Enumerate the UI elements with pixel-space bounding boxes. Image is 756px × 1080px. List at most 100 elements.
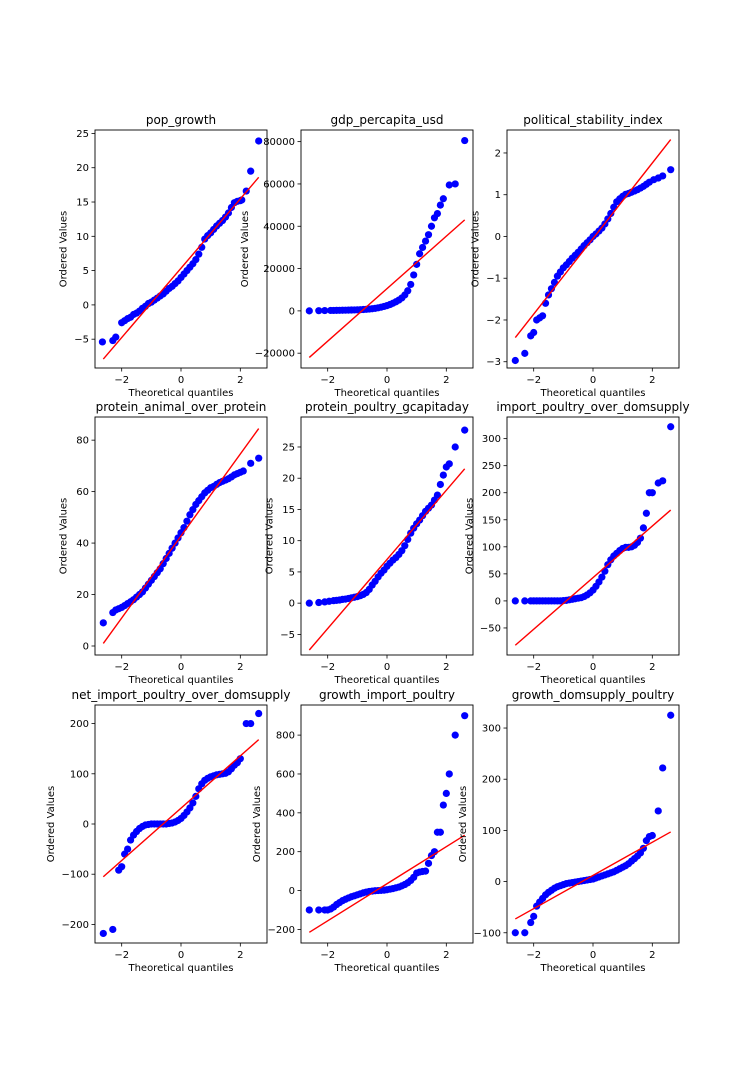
y-tick-label: 80 bbox=[76, 436, 89, 447]
x-axis-label: Theoretical quantiles bbox=[127, 675, 233, 686]
data-point bbox=[461, 712, 469, 720]
data-point bbox=[401, 542, 409, 550]
y-tick-label: 50 bbox=[488, 569, 501, 580]
y-tick-label: −20000 bbox=[255, 349, 295, 360]
data-point bbox=[667, 423, 675, 431]
y-tick-label: 100 bbox=[482, 542, 501, 553]
chart-title: net_import_poultry_over_domsupply bbox=[72, 688, 291, 702]
qq-plot-pop_growth: −2 0 2 −5 0 5 10 15 20 25 pop_growth Theoretical qu… bbox=[59, 113, 268, 399]
y-tick-label: 25 bbox=[282, 442, 295, 453]
data-point bbox=[538, 312, 547, 320]
data-point bbox=[451, 443, 459, 451]
data-point bbox=[255, 137, 263, 145]
data-point bbox=[239, 467, 247, 475]
x-tick-label: 0 bbox=[590, 375, 596, 386]
data-point bbox=[436, 480, 444, 489]
data-layer bbox=[305, 426, 469, 651]
data-point bbox=[636, 534, 645, 542]
y-tick-label: 0 bbox=[289, 599, 295, 610]
y-axis-label: Ordered Values bbox=[46, 786, 57, 863]
x-tick-label: 0 bbox=[590, 662, 596, 673]
x-tick-label: −2 bbox=[114, 950, 129, 961]
data-point bbox=[305, 307, 313, 315]
qq-plot-gdp_percapita_usd: −2 0 2 −20000 0 20000 40000 60000 80000 gdp_perca… bbox=[240, 113, 474, 399]
fit-line bbox=[514, 139, 672, 338]
y-tick-label: −200 bbox=[268, 925, 295, 936]
data-point bbox=[247, 719, 255, 728]
data-layer bbox=[511, 711, 675, 937]
data-point bbox=[598, 573, 606, 581]
y-tick-label: 200 bbox=[70, 719, 89, 730]
data-point bbox=[410, 271, 418, 279]
data-point bbox=[607, 209, 615, 218]
y-tick-label: 2 bbox=[495, 148, 501, 159]
plot-area bbox=[95, 130, 267, 368]
y-axis-label: Ordered Values bbox=[265, 498, 276, 575]
y-tick-label: 40 bbox=[76, 539, 89, 550]
y-tick-label: 20 bbox=[282, 474, 295, 485]
data-point bbox=[424, 231, 433, 239]
chart-title: protein_animal_over_protein bbox=[96, 400, 267, 414]
data-point bbox=[436, 828, 444, 836]
x-tick-label: 2 bbox=[649, 375, 655, 386]
fit-line bbox=[514, 831, 672, 920]
x-tick-label: 0 bbox=[384, 375, 390, 386]
y-tick-label: 20000 bbox=[263, 264, 295, 275]
y-tick-label: 0 bbox=[495, 232, 501, 243]
data-point bbox=[433, 491, 442, 499]
data-point bbox=[255, 709, 263, 718]
data-point bbox=[511, 597, 519, 605]
chart-title: political_stability_index bbox=[523, 113, 663, 127]
x-tick-label: 0 bbox=[178, 662, 184, 673]
chart-title: growth_import_poultry bbox=[319, 688, 455, 702]
y-tick-label: 600 bbox=[276, 769, 295, 780]
data-point bbox=[416, 250, 424, 258]
fit-line bbox=[102, 176, 260, 360]
y-axis-label: Ordered Values bbox=[59, 498, 70, 575]
qq-plot-political_stability_index: −2 0 2 −3 −2 −1 0 1 2 political_stability_index Th… bbox=[471, 113, 680, 399]
data-point bbox=[445, 770, 453, 778]
y-tick-label: 60000 bbox=[263, 179, 295, 190]
qq-plot-import_poultry_over_domsupply: −2 0 2 −50 0 50 100 150 200 250 300 import_poultry_… bbox=[464, 400, 689, 686]
data-point bbox=[648, 831, 656, 840]
x-tick-label: 0 bbox=[384, 662, 390, 673]
data-point bbox=[321, 306, 329, 315]
y-tick-label: −5 bbox=[74, 335, 89, 346]
y-tick-label: 10 bbox=[76, 232, 89, 243]
y-tick-label: 100 bbox=[70, 769, 89, 780]
y-tick-label: 0 bbox=[83, 820, 89, 831]
x-tick-label: −2 bbox=[526, 375, 541, 386]
y-tick-label: 5 bbox=[289, 567, 295, 578]
chart-title: growth_domsupply_poultry bbox=[512, 688, 675, 702]
data-layer bbox=[305, 136, 469, 358]
y-tick-label: −100 bbox=[62, 870, 89, 881]
x-axis-label: Theoretical quantiles bbox=[539, 963, 645, 974]
y-axis-label: Ordered Values bbox=[240, 211, 251, 288]
data-point bbox=[436, 201, 444, 209]
data-point bbox=[109, 925, 117, 934]
data-point bbox=[404, 535, 412, 544]
data-point bbox=[451, 731, 459, 739]
data-point bbox=[530, 328, 538, 337]
data-point bbox=[461, 136, 469, 145]
y-axis-label: Ordered Values bbox=[458, 786, 469, 863]
fit-line bbox=[102, 428, 260, 644]
fit-line bbox=[102, 739, 260, 878]
data-point bbox=[98, 338, 107, 346]
y-tick-label: 0 bbox=[495, 877, 501, 888]
data-point bbox=[521, 349, 529, 357]
x-axis-label: Theoretical quantiles bbox=[539, 388, 645, 399]
y-tick-label: 200 bbox=[482, 775, 501, 786]
data-layer bbox=[305, 712, 469, 933]
y-tick-label: 15 bbox=[76, 198, 89, 209]
x-tick-label: 0 bbox=[178, 950, 184, 961]
data-point bbox=[189, 799, 197, 807]
y-axis-label: Ordered Values bbox=[464, 498, 475, 575]
y-tick-label: 200 bbox=[482, 488, 501, 499]
x-tick-label: 2 bbox=[649, 950, 655, 961]
data-point bbox=[112, 333, 120, 341]
data-point bbox=[642, 509, 650, 517]
data-point bbox=[124, 845, 132, 853]
y-tick-label: −3 bbox=[486, 357, 501, 368]
